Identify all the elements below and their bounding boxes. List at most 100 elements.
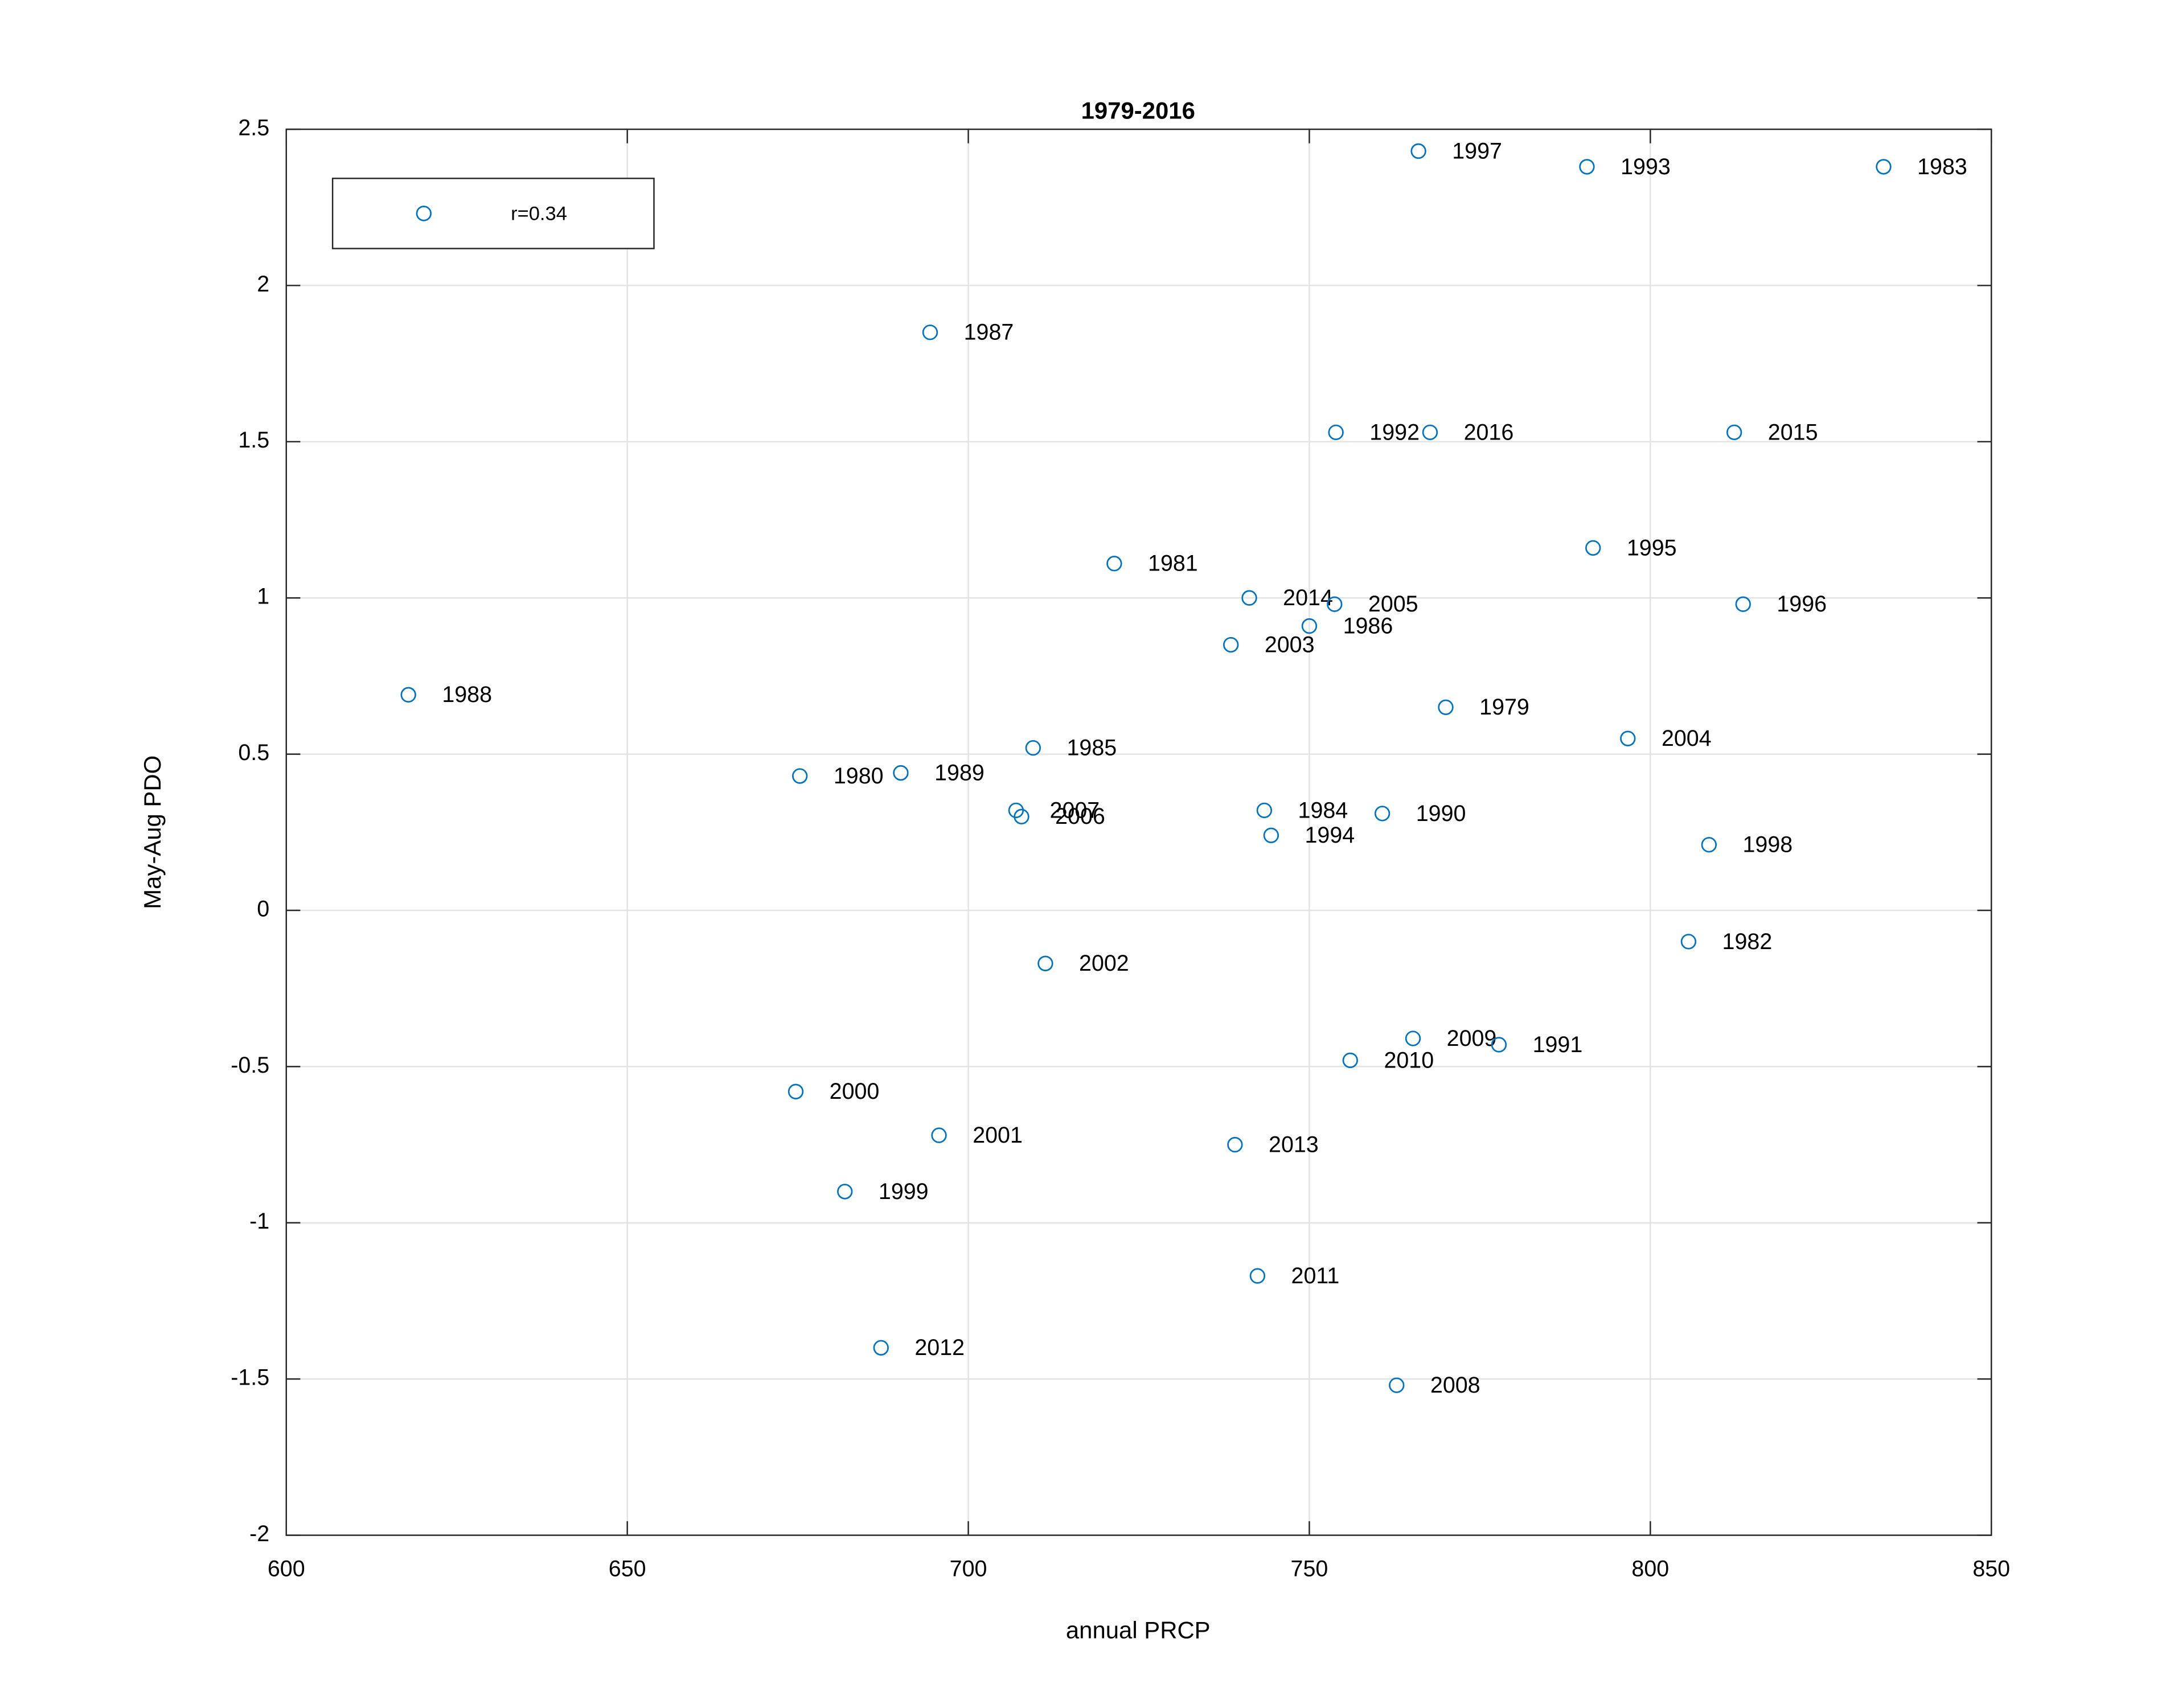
point-label: 1997 [1452,138,1502,163]
point-label: 1983 [1917,154,1967,179]
point [792,768,808,784]
legend-box [331,178,655,249]
point [1735,596,1751,612]
point [1701,837,1717,853]
point-label: 2007 [1050,798,1100,823]
point-label: 2009 [1447,1026,1497,1051]
point [1410,143,1426,159]
y-tick-label: 1.5 [238,428,269,453]
x-tick-label: 650 [609,1557,646,1582]
point [1876,159,1892,175]
x-tick-label: 750 [1291,1557,1328,1582]
point [1106,556,1122,572]
point [1301,618,1318,634]
point-label: 1980 [834,763,884,789]
point-label: 2008 [1430,1373,1480,1398]
point [1249,1268,1266,1284]
point [1438,699,1454,715]
point [1585,540,1601,556]
point [1680,934,1697,950]
point [1405,1030,1421,1046]
y-tick-label: 0.5 [238,740,269,765]
y-axis-label: May-Aug PDO [139,756,166,909]
point [787,1083,804,1099]
x-axis-label: annual PRCP [1066,1617,1211,1644]
point-label: 2005 [1368,592,1418,617]
point-label: 1982 [1722,929,1773,954]
point-label: 2011 [1291,1263,1340,1288]
legend-marker [416,206,432,221]
point-label: 2016 [1464,420,1514,445]
point [400,687,416,703]
point [1263,827,1279,843]
point [1037,955,1053,971]
point [1014,808,1029,825]
point-label: 1987 [964,320,1014,345]
point [1342,1052,1358,1069]
point-label: 1994 [1305,823,1355,848]
legend-label: r=0.34 [511,203,567,225]
point [1491,1037,1507,1053]
point-label: 2006 [1055,804,1105,829]
y-tick-label: 2 [257,272,269,297]
point-label: 1979 [1479,695,1529,720]
y-tick-label: -0.5 [231,1053,269,1078]
point-label: 1995 [1627,535,1677,560]
point-label: 1981 [1148,551,1198,576]
x-tick-label: 800 [1631,1557,1669,1582]
y-tick-label: 1 [257,584,269,609]
point-label: 1993 [1621,154,1671,179]
point [893,765,909,781]
point-label: 1996 [1777,592,1827,617]
point-label: 2004 [1662,726,1712,751]
point [1327,596,1343,612]
point-label: 1991 [1533,1032,1583,1057]
point [1579,159,1595,175]
point [873,1340,889,1356]
point [1620,730,1636,746]
point-label: 1984 [1298,798,1348,823]
y-tick-label: 0 [257,896,269,921]
point-label: 1992 [1369,420,1420,445]
point-label: 1988 [442,682,492,707]
point [837,1184,853,1200]
point [1025,740,1041,756]
point-label: 1985 [1067,736,1117,761]
point [1422,424,1438,441]
y-tick-label: -1.5 [231,1365,269,1390]
point-label: 1986 [1343,613,1393,638]
point-label: 2015 [1768,420,1818,445]
y-tick-label: 2.5 [238,115,269,140]
point-label: 1998 [1742,832,1793,857]
point [1389,1377,1405,1393]
point-label: 1999 [879,1179,929,1204]
point-label: 2014 [1283,585,1333,610]
point-label: 2012 [914,1335,965,1360]
plot-frame [285,128,1992,1536]
x-tick-label: 700 [950,1557,987,1582]
chart-title: 1979-2016 [1081,97,1195,124]
point-label: 1989 [934,760,985,785]
point [1328,424,1344,441]
point-label: 2000 [830,1079,880,1104]
point [922,325,938,340]
point [1241,590,1257,606]
point-label: 2010 [1384,1048,1434,1073]
point-label: 2002 [1079,951,1129,976]
point [1256,802,1273,819]
point-label: 2003 [1265,632,1315,657]
point [1374,806,1391,822]
point-label: 2001 [973,1123,1023,1148]
point [931,1127,947,1143]
point [1726,424,1742,441]
x-tick-label: 600 [268,1557,305,1582]
point [1223,637,1239,653]
point [1227,1136,1243,1153]
y-tick-label: -2 [249,1521,269,1546]
y-tick-label: -1 [249,1209,269,1234]
point-label: 1990 [1416,801,1466,826]
point-label: 2013 [1269,1132,1319,1157]
